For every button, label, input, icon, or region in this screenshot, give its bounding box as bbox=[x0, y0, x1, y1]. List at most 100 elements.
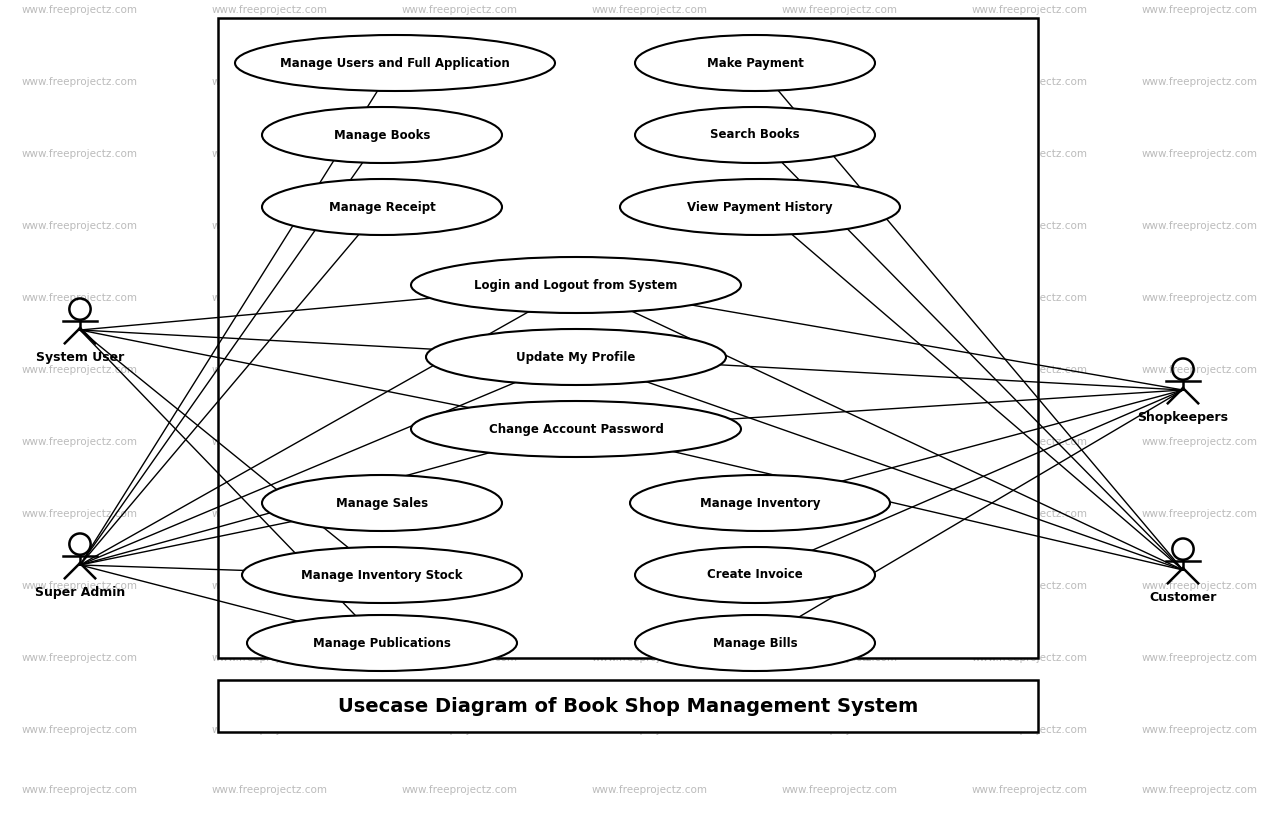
Text: Manage Inventory: Manage Inventory bbox=[700, 496, 820, 509]
Text: www.freeprojectz.com: www.freeprojectz.com bbox=[212, 785, 328, 795]
Text: www.freeprojectz.com: www.freeprojectz.com bbox=[782, 365, 898, 375]
Ellipse shape bbox=[620, 179, 901, 235]
Text: Search Books: Search Books bbox=[710, 129, 799, 142]
Text: www.freeprojectz.com: www.freeprojectz.com bbox=[1142, 293, 1258, 303]
Text: www.freeprojectz.com: www.freeprojectz.com bbox=[592, 785, 709, 795]
Text: www.freeprojectz.com: www.freeprojectz.com bbox=[782, 785, 898, 795]
Text: www.freeprojectz.com: www.freeprojectz.com bbox=[402, 77, 518, 87]
Text: www.freeprojectz.com: www.freeprojectz.com bbox=[592, 653, 709, 663]
Text: www.freeprojectz.com: www.freeprojectz.com bbox=[21, 785, 138, 795]
Text: www.freeprojectz.com: www.freeprojectz.com bbox=[21, 293, 138, 303]
Ellipse shape bbox=[410, 401, 741, 457]
Text: www.freeprojectz.com: www.freeprojectz.com bbox=[592, 437, 709, 447]
Text: www.freeprojectz.com: www.freeprojectz.com bbox=[212, 581, 328, 591]
FancyBboxPatch shape bbox=[218, 18, 1038, 658]
Text: Shopkeepers: Shopkeepers bbox=[1138, 411, 1229, 424]
Text: www.freeprojectz.com: www.freeprojectz.com bbox=[212, 293, 328, 303]
Text: www.freeprojectz.com: www.freeprojectz.com bbox=[212, 437, 328, 447]
Text: www.freeprojectz.com: www.freeprojectz.com bbox=[402, 437, 518, 447]
Ellipse shape bbox=[635, 547, 875, 603]
Ellipse shape bbox=[635, 35, 875, 91]
Text: www.freeprojectz.com: www.freeprojectz.com bbox=[402, 509, 518, 519]
Text: www.freeprojectz.com: www.freeprojectz.com bbox=[21, 149, 138, 159]
Text: www.freeprojectz.com: www.freeprojectz.com bbox=[402, 365, 518, 375]
Text: System User: System User bbox=[35, 351, 124, 364]
Text: www.freeprojectz.com: www.freeprojectz.com bbox=[782, 221, 898, 231]
Text: www.freeprojectz.com: www.freeprojectz.com bbox=[21, 509, 138, 519]
Text: www.freeprojectz.com: www.freeprojectz.com bbox=[592, 365, 709, 375]
Ellipse shape bbox=[248, 615, 517, 671]
Text: www.freeprojectz.com: www.freeprojectz.com bbox=[21, 5, 138, 15]
Ellipse shape bbox=[635, 615, 875, 671]
Text: www.freeprojectz.com: www.freeprojectz.com bbox=[782, 5, 898, 15]
Text: www.freeprojectz.com: www.freeprojectz.com bbox=[592, 725, 709, 735]
Ellipse shape bbox=[630, 475, 890, 531]
Text: www.freeprojectz.com: www.freeprojectz.com bbox=[782, 725, 898, 735]
Text: www.freeprojectz.com: www.freeprojectz.com bbox=[782, 149, 898, 159]
Text: www.freeprojectz.com: www.freeprojectz.com bbox=[1142, 509, 1258, 519]
Text: www.freeprojectz.com: www.freeprojectz.com bbox=[973, 581, 1087, 591]
Ellipse shape bbox=[261, 475, 501, 531]
Ellipse shape bbox=[261, 107, 501, 163]
Text: View Payment History: View Payment History bbox=[687, 201, 832, 214]
Text: www.freeprojectz.com: www.freeprojectz.com bbox=[592, 509, 709, 519]
Text: www.freeprojectz.com: www.freeprojectz.com bbox=[21, 365, 138, 375]
Text: Usecase Diagram of Book Shop Management System: Usecase Diagram of Book Shop Management … bbox=[338, 696, 918, 716]
Text: Super Admin: Super Admin bbox=[35, 586, 125, 599]
Text: www.freeprojectz.com: www.freeprojectz.com bbox=[402, 785, 518, 795]
Text: www.freeprojectz.com: www.freeprojectz.com bbox=[1142, 77, 1258, 87]
Text: Update My Profile: Update My Profile bbox=[517, 351, 635, 364]
Text: Change Account Password: Change Account Password bbox=[489, 423, 663, 436]
Text: www.freeprojectz.com: www.freeprojectz.com bbox=[782, 437, 898, 447]
Text: www.freeprojectz.com: www.freeprojectz.com bbox=[402, 5, 518, 15]
Text: www.freeprojectz.com: www.freeprojectz.com bbox=[21, 653, 138, 663]
Text: www.freeprojectz.com: www.freeprojectz.com bbox=[592, 149, 709, 159]
Text: www.freeprojectz.com: www.freeprojectz.com bbox=[212, 653, 328, 663]
Text: Make Payment: Make Payment bbox=[706, 57, 803, 70]
Text: www.freeprojectz.com: www.freeprojectz.com bbox=[402, 725, 518, 735]
Text: www.freeprojectz.com: www.freeprojectz.com bbox=[973, 5, 1087, 15]
Text: www.freeprojectz.com: www.freeprojectz.com bbox=[592, 5, 709, 15]
FancyBboxPatch shape bbox=[218, 680, 1038, 732]
Text: www.freeprojectz.com: www.freeprojectz.com bbox=[782, 653, 898, 663]
Text: www.freeprojectz.com: www.freeprojectz.com bbox=[1142, 725, 1258, 735]
Text: Manage Inventory Stock: Manage Inventory Stock bbox=[302, 568, 462, 581]
Text: Manage Sales: Manage Sales bbox=[336, 496, 428, 509]
Ellipse shape bbox=[242, 547, 522, 603]
Text: www.freeprojectz.com: www.freeprojectz.com bbox=[402, 293, 518, 303]
Text: www.freeprojectz.com: www.freeprojectz.com bbox=[973, 221, 1087, 231]
Text: Customer: Customer bbox=[1149, 590, 1216, 604]
Text: www.freeprojectz.com: www.freeprojectz.com bbox=[212, 149, 328, 159]
Text: Login and Logout from System: Login and Logout from System bbox=[475, 278, 678, 292]
Ellipse shape bbox=[635, 107, 875, 163]
Text: www.freeprojectz.com: www.freeprojectz.com bbox=[592, 581, 709, 591]
Text: www.freeprojectz.com: www.freeprojectz.com bbox=[402, 653, 518, 663]
Ellipse shape bbox=[261, 179, 501, 235]
Text: Manage Bills: Manage Bills bbox=[712, 636, 797, 649]
Text: www.freeprojectz.com: www.freeprojectz.com bbox=[973, 653, 1087, 663]
Text: www.freeprojectz.com: www.freeprojectz.com bbox=[973, 365, 1087, 375]
Text: www.freeprojectz.com: www.freeprojectz.com bbox=[212, 365, 328, 375]
Text: www.freeprojectz.com: www.freeprojectz.com bbox=[212, 5, 328, 15]
Text: www.freeprojectz.com: www.freeprojectz.com bbox=[973, 725, 1087, 735]
Text: www.freeprojectz.com: www.freeprojectz.com bbox=[973, 785, 1087, 795]
Text: www.freeprojectz.com: www.freeprojectz.com bbox=[402, 149, 518, 159]
Text: www.freeprojectz.com: www.freeprojectz.com bbox=[402, 581, 518, 591]
Text: www.freeprojectz.com: www.freeprojectz.com bbox=[1142, 437, 1258, 447]
Text: www.freeprojectz.com: www.freeprojectz.com bbox=[21, 77, 138, 87]
Text: www.freeprojectz.com: www.freeprojectz.com bbox=[1142, 5, 1258, 15]
Text: www.freeprojectz.com: www.freeprojectz.com bbox=[592, 77, 709, 87]
Text: www.freeprojectz.com: www.freeprojectz.com bbox=[782, 509, 898, 519]
Text: www.freeprojectz.com: www.freeprojectz.com bbox=[973, 293, 1087, 303]
Text: www.freeprojectz.com: www.freeprojectz.com bbox=[1142, 581, 1258, 591]
Text: www.freeprojectz.com: www.freeprojectz.com bbox=[21, 581, 138, 591]
Ellipse shape bbox=[235, 35, 554, 91]
Text: www.freeprojectz.com: www.freeprojectz.com bbox=[973, 437, 1087, 447]
Text: www.freeprojectz.com: www.freeprojectz.com bbox=[21, 437, 138, 447]
Text: www.freeprojectz.com: www.freeprojectz.com bbox=[212, 509, 328, 519]
Text: www.freeprojectz.com: www.freeprojectz.com bbox=[973, 509, 1087, 519]
Text: www.freeprojectz.com: www.freeprojectz.com bbox=[1142, 653, 1258, 663]
Text: Manage Users and Full Application: Manage Users and Full Application bbox=[280, 57, 510, 70]
Text: www.freeprojectz.com: www.freeprojectz.com bbox=[782, 77, 898, 87]
Text: www.freeprojectz.com: www.freeprojectz.com bbox=[782, 293, 898, 303]
